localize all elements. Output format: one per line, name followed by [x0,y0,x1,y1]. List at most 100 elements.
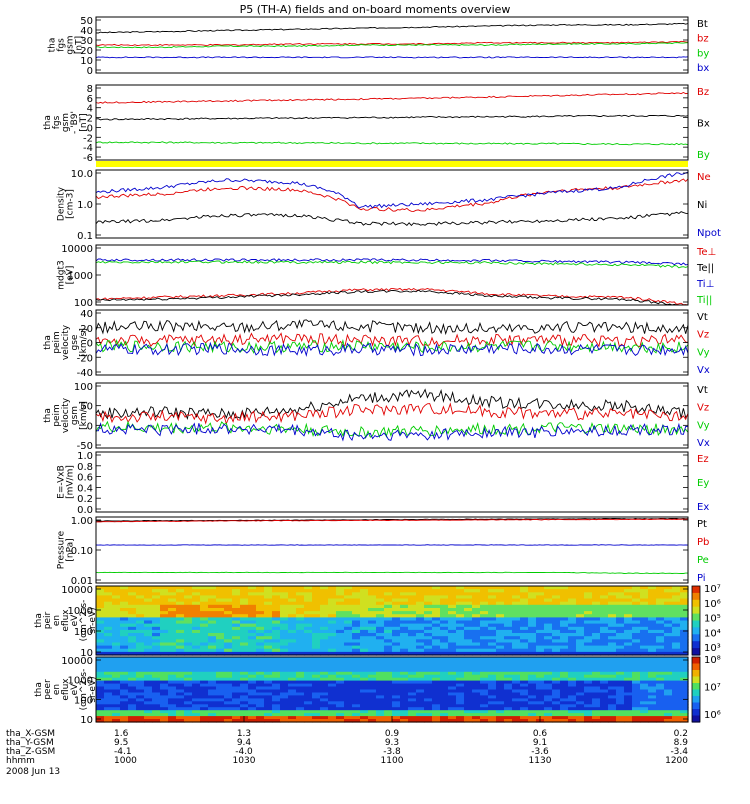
heatmap-cell [192,598,201,603]
heatmap-cell [488,651,497,656]
heatmap-cell [560,668,569,673]
heatmap-cell [320,614,329,618]
heatmap-cell [680,686,689,691]
heatmap-cell [440,620,449,625]
heatmap-cell [584,604,593,609]
heatmap-cell [344,660,353,664]
colorbar-swatch [692,641,700,645]
heatmap-cell [224,614,233,618]
heatmap-cell [368,601,377,606]
heatmap-cell [168,611,177,615]
heatmap-cell [424,633,433,637]
heatmap-cell [112,645,121,650]
heatmap-cell [136,695,145,699]
heatmap-cell [432,674,441,679]
heatmap-cell [120,674,129,679]
heatmap-cell [200,620,209,625]
heatmap-cell [536,629,545,634]
heatmap-cell [144,623,153,628]
colorbar-swatch [692,667,700,671]
heatmap-cell [248,629,257,634]
heatmap-cell [120,651,129,656]
heatmap-cell [360,701,369,705]
heatmap-cell [520,601,529,606]
colorbar-swatch [692,652,700,656]
heatmap-cell [528,620,537,625]
heatmap-cell [512,633,521,637]
heatmap-cell [624,633,633,637]
heatmap-cell [200,680,209,685]
heatmap-cell [192,707,201,711]
heatmap-cell [184,657,193,661]
heatmap-cell [480,701,489,705]
heatmap-cell [616,645,625,650]
heatmap-cell [496,601,505,606]
heatmap-cell [240,648,249,653]
heatmap-cell [632,633,641,637]
heatmap-cell [488,601,497,606]
heatmap-cell [296,680,305,685]
heatmap-cell [384,651,393,656]
heatmap-cell [296,598,305,603]
heatmap-cell [336,668,345,673]
heatmap-cell [168,633,177,637]
heatmap-cell [344,695,353,699]
heatmap-cell [456,660,465,664]
heatmap-cell [560,660,569,664]
heatmap-cell [112,680,121,685]
heatmap-cell [552,662,561,667]
heatmap-cell [616,668,625,673]
heatmap-cell [288,642,297,647]
heatmap-cell [632,683,641,688]
heatmap-cell [272,598,281,603]
colorbar-swatch [692,693,700,697]
heatmap-cell [584,701,593,705]
heatmap-cell [472,665,481,670]
heatmap-cell [432,695,441,699]
heatmap-cell [160,601,169,606]
heatmap-cell [632,651,641,656]
heatmap-cell [440,713,449,717]
heatmap-cell [312,617,321,622]
heatmap-cell [312,668,321,673]
colorbar-swatch [692,657,700,660]
heatmap-cell [224,665,233,670]
heatmap-cell [504,633,513,637]
heatmap-cell [416,668,425,673]
heatmap-cell [592,707,601,711]
heatmap-cell [176,636,185,640]
heatmap-cell [104,620,113,625]
heatmap-cell [488,683,497,688]
heatmap-cell [512,620,521,625]
heatmap-cell [536,623,545,628]
heatmap-cell [320,623,329,628]
heatmap-cell [640,719,649,723]
heatmap-cell [552,623,561,628]
heatmap-cell [408,660,417,664]
colorbar-swatch [692,719,700,723]
heatmap-cell [584,660,593,664]
heatmap-cell [136,713,145,717]
heatmap-cell [432,662,441,667]
footer-value: 9.5 [114,738,128,748]
footer-row-label: tha_Y-GSM [6,738,54,748]
heatmap-cell [216,668,225,673]
heatmap-cell [288,614,297,618]
heatmap-cell [608,698,617,702]
heatmap-cell [128,692,137,697]
heatmap-cell [480,589,489,593]
heatmap-cell [488,671,497,676]
heatmap-cell [176,604,185,609]
heatmap-cell [376,611,385,615]
heatmap-cell [128,704,137,708]
heatmap-cell [680,592,689,596]
heatmap-cell [176,674,185,679]
heatmap-cell [504,707,513,711]
heatmap-cell [216,683,225,688]
heatmap-cell [408,608,417,612]
heatmap-cell [504,651,513,656]
heatmap-cell [136,608,145,612]
heatmap-cell [328,704,337,708]
heatmap-cell [264,623,273,628]
heatmap-cell [408,636,417,640]
